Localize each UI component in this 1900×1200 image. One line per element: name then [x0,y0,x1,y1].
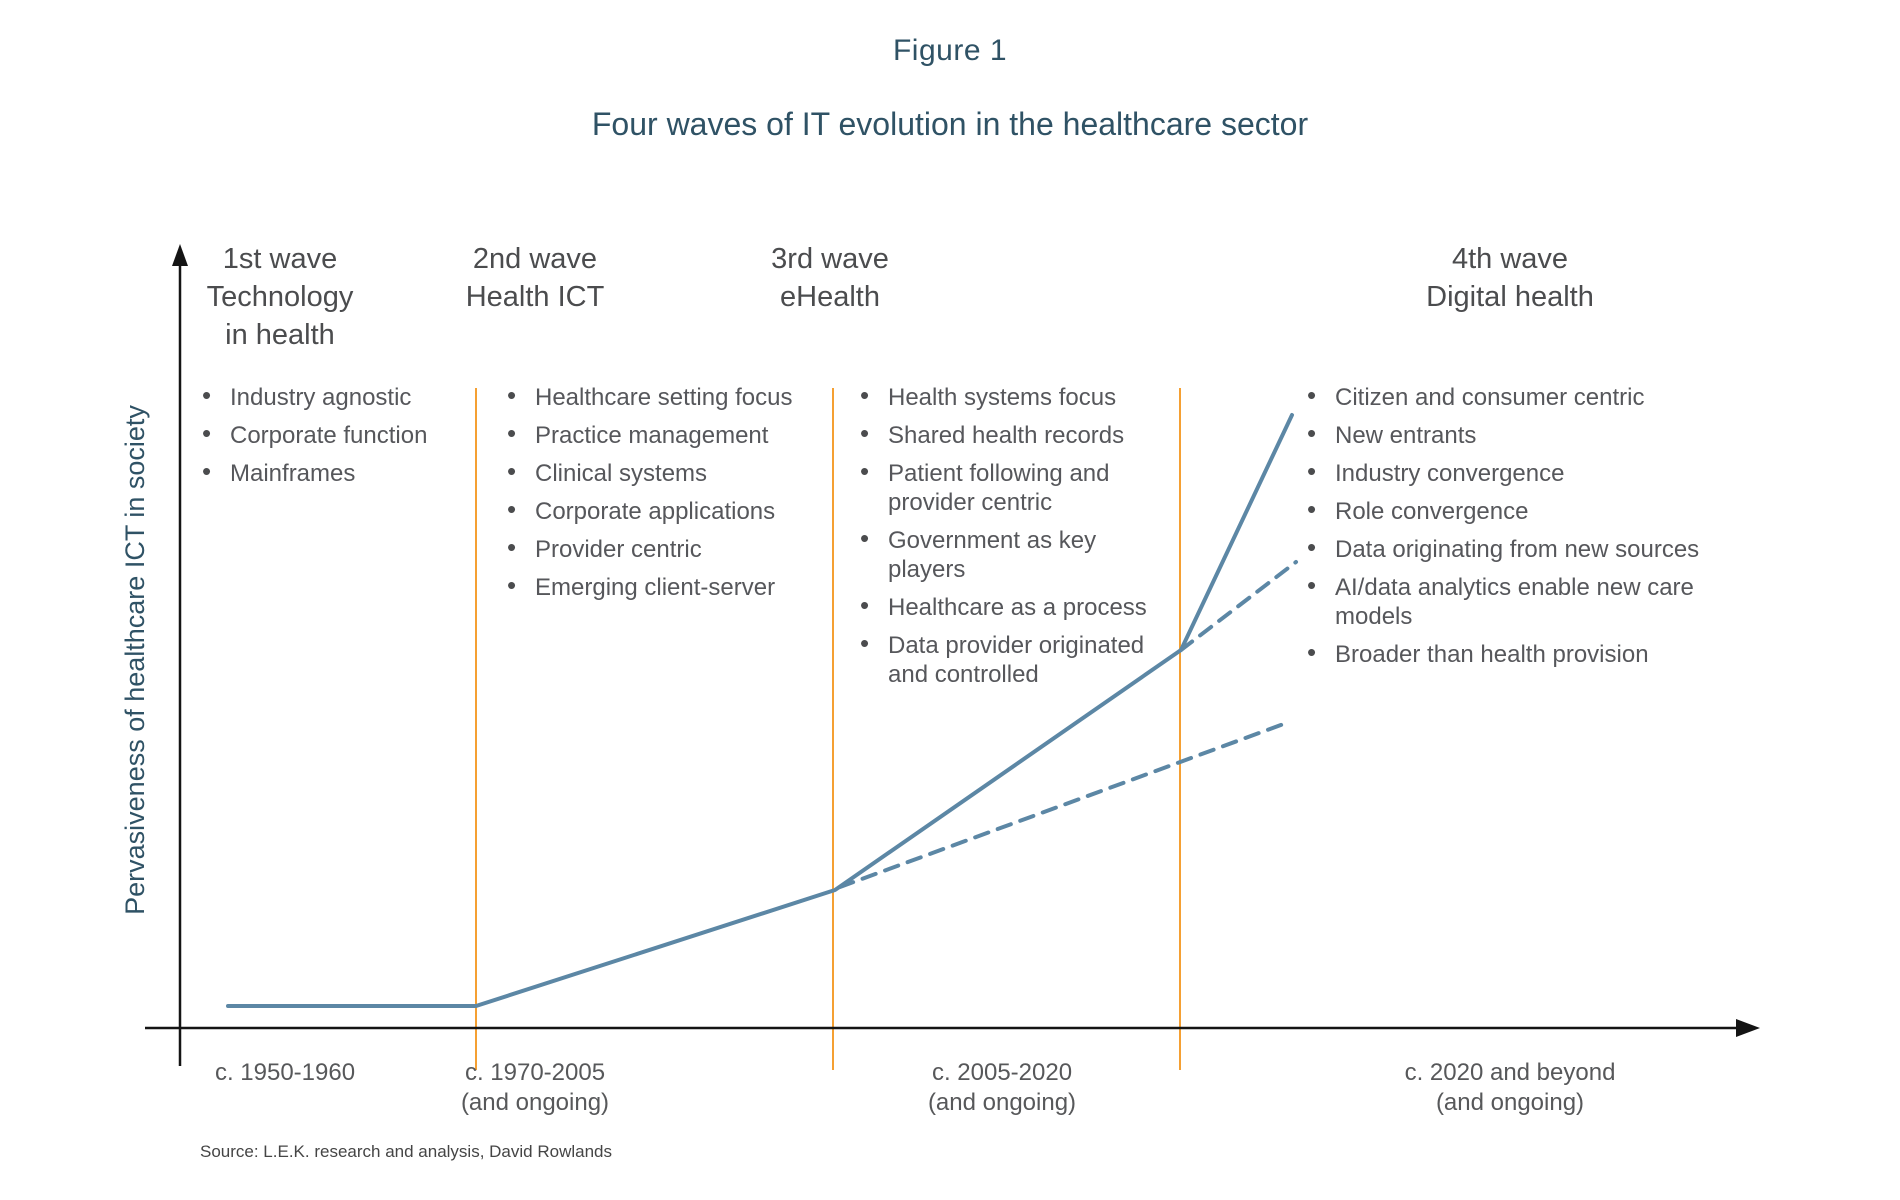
list-item: Broader than health provision [1305,638,1705,669]
list-item: Patient following and provider centric [858,457,1170,517]
list-item: Mainframes [200,457,490,488]
list-item: Emerging client-server [505,571,835,602]
list-item: New entrants [1305,419,1705,450]
list-item: Corporate applications [505,495,835,526]
x-axis [145,1019,1760,1037]
wave-header-3: 3rd wave eHealth [771,243,889,313]
axis-period-label-2: c. 1970-2005 (and ongoing) [460,1059,610,1116]
series-line-projection-dashed-lower [838,720,1291,889]
y-axis-label: Pervasiveness of healthcare ICT in socie… [120,405,150,915]
list-item: Clinical systems [505,457,835,488]
figure-title: Four waves of IT evolution in the health… [591,106,1309,142]
list-item: Health systems focus [858,381,1170,412]
source-note: Source: L.E.K. research and analysis, Da… [200,1142,612,1161]
wave-header-4: 4th wave Digital health [1426,243,1594,313]
wave-header-1: 1st wave Technology in health [206,243,354,351]
list-item: Healthcare setting focus [505,381,835,412]
list-item: Provider centric [505,533,835,564]
series-group [226,413,1298,1008]
axis-period-label-3: c. 2005-2020 (and ongoing) [927,1059,1077,1116]
list-item: Shared health records [858,419,1170,450]
list-item: Citizen and consumer centric [1305,381,1705,412]
series-line-projection-dashed-upper [1179,560,1298,652]
y-axis [172,244,188,1066]
list-item: Corporate function [200,419,490,450]
list-item: Data originating from new sources [1305,533,1705,564]
wave-bullets-2: Healthcare setting focus Practice managem… [505,381,835,611]
list-item: Industry agnostic [200,381,490,412]
wave-header-2: 2nd wave Health ICT [465,243,605,313]
list-item: Role convergence [1305,495,1705,526]
x-axis-arrow-icon [1736,1019,1760,1037]
axis-period-label-1: c. 1950-1960 [214,1059,356,1086]
series-line-pervasiveness-solid [226,413,1294,1008]
wave-bullets-4: Citizen and consumer centric New entrants… [1305,381,1705,678]
list-item: Practice management [505,419,835,450]
axis-period-label-4: c. 2020 and beyond (and ongoing) [1404,1059,1616,1116]
wave-bullets-3: Health systems focus Shared health record… [858,381,1170,698]
list-item: Data provider originated and controlled [858,629,1170,689]
figure-label: Figure 1 [892,34,1008,67]
list-item: Healthcare as a process [858,591,1170,622]
y-axis-arrow-icon [172,244,188,266]
list-item: AI/data analytics enable new care models [1305,571,1705,631]
list-item: Government as key players [858,524,1170,584]
wave-bullets-1: Industry agnostic Corporate function Mainf… [200,381,490,497]
list-item: Industry convergence [1305,457,1705,488]
